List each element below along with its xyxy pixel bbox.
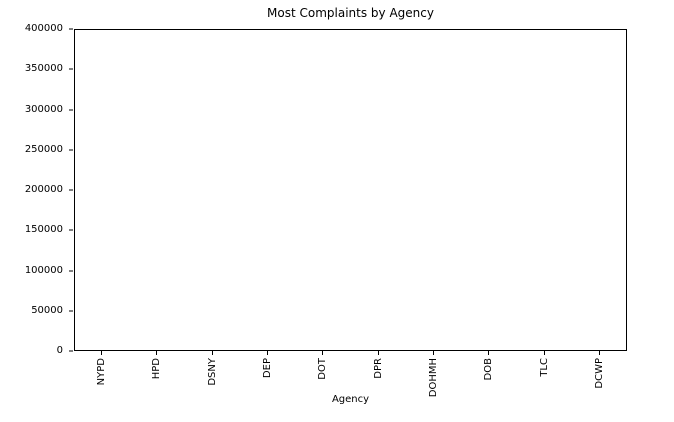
y-axis-tick-marks	[69, 28, 73, 352]
x-tick-label-dot: DOT	[317, 358, 329, 380]
x-tick-label-dsny: DSNY	[206, 358, 218, 386]
x-tick-label-dob: DOB	[483, 358, 495, 381]
x-tick-cell	[350, 351, 405, 355]
x-tick-mark	[543, 351, 545, 355]
y-axis-tick-labels: 0 50000 100000 150000 200000 250000 300000 3500…	[0, 24, 63, 356]
y-tick-label: 0	[56, 345, 63, 356]
plot-area	[74, 29, 627, 351]
x-tick-cell	[516, 351, 571, 355]
x-tick-cell	[572, 351, 627, 355]
y-tick-label: 400000	[24, 23, 63, 34]
x-tick-cell	[129, 351, 184, 355]
x-tick-mark	[156, 351, 158, 355]
x-tick-mark	[322, 351, 324, 355]
x-tick-mark	[377, 351, 379, 355]
y-tick-label: 150000	[24, 224, 63, 236]
y-tick-mark	[69, 229, 73, 231]
x-tick-mark	[267, 351, 269, 355]
x-axis-tick-labels: NYPD HPD DSNY DEP DOT DPR DOHMH DOB TLC DCWP	[74, 358, 627, 397]
x-tick-label-dcwp: DCWP	[593, 358, 605, 389]
x-tick-label-dep: DEP	[262, 358, 274, 379]
y-tick-label: 350000	[24, 63, 63, 75]
y-tick-label: 200000	[24, 184, 63, 195]
x-tick-label-cell: DCWP	[572, 358, 627, 389]
x-tick-mark	[432, 351, 434, 355]
y-tick-label: 300000	[24, 103, 63, 115]
x-tick-cell	[406, 351, 461, 355]
x-tick-label-cell: NYPD	[74, 358, 129, 385]
x-axis-tick-marks	[74, 351, 627, 355]
y-tick-mark	[69, 149, 73, 151]
x-tick-mark	[101, 351, 103, 355]
x-tick-mark	[488, 351, 490, 355]
y-tick-mark	[69, 270, 73, 271]
x-tick-label-cell: DOT	[295, 358, 350, 380]
x-tick-label-cell: DOHMH	[406, 358, 461, 397]
x-tick-cell	[295, 351, 350, 355]
y-tick-mark	[69, 310, 73, 312]
x-tick-label-tlc: TLC	[538, 358, 550, 377]
x-tick-label-cell: TLC	[516, 358, 571, 377]
x-tick-label-dpr: DPR	[372, 358, 384, 379]
chart-title: Most Complaints by Agency	[267, 6, 434, 20]
x-tick-label-cell: HPD	[129, 358, 184, 379]
y-tick-mark	[69, 68, 73, 70]
x-axis-title: Agency	[331, 394, 370, 405]
x-tick-label-cell: DPR	[350, 358, 405, 379]
x-tick-label-cell: DEP	[240, 358, 295, 378]
x-tick-mark	[211, 351, 213, 355]
x-tick-mark	[598, 351, 600, 355]
y-tick-mark	[69, 189, 73, 191]
x-tick-label-cell: DSNY	[185, 358, 240, 386]
x-tick-label-nypd: NYPD	[96, 358, 108, 386]
x-tick-label-dohmh: DOHMH	[427, 358, 439, 398]
x-tick-cell	[461, 351, 516, 355]
bars-container	[75, 30, 626, 350]
x-tick-label-hpd: HPD	[151, 358, 163, 380]
y-tick-label: 100000	[24, 264, 63, 276]
x-tick-cell	[240, 351, 295, 355]
y-tick-label: 250000	[24, 143, 63, 155]
x-tick-label-cell: DOB	[461, 358, 516, 380]
x-tick-cell	[74, 351, 129, 355]
y-tick-mark	[69, 350, 73, 352]
y-tick-mark	[69, 28, 73, 30]
x-tick-cell	[185, 351, 240, 355]
y-tick-mark	[69, 109, 73, 110]
y-tick-label: 50000	[31, 304, 63, 316]
